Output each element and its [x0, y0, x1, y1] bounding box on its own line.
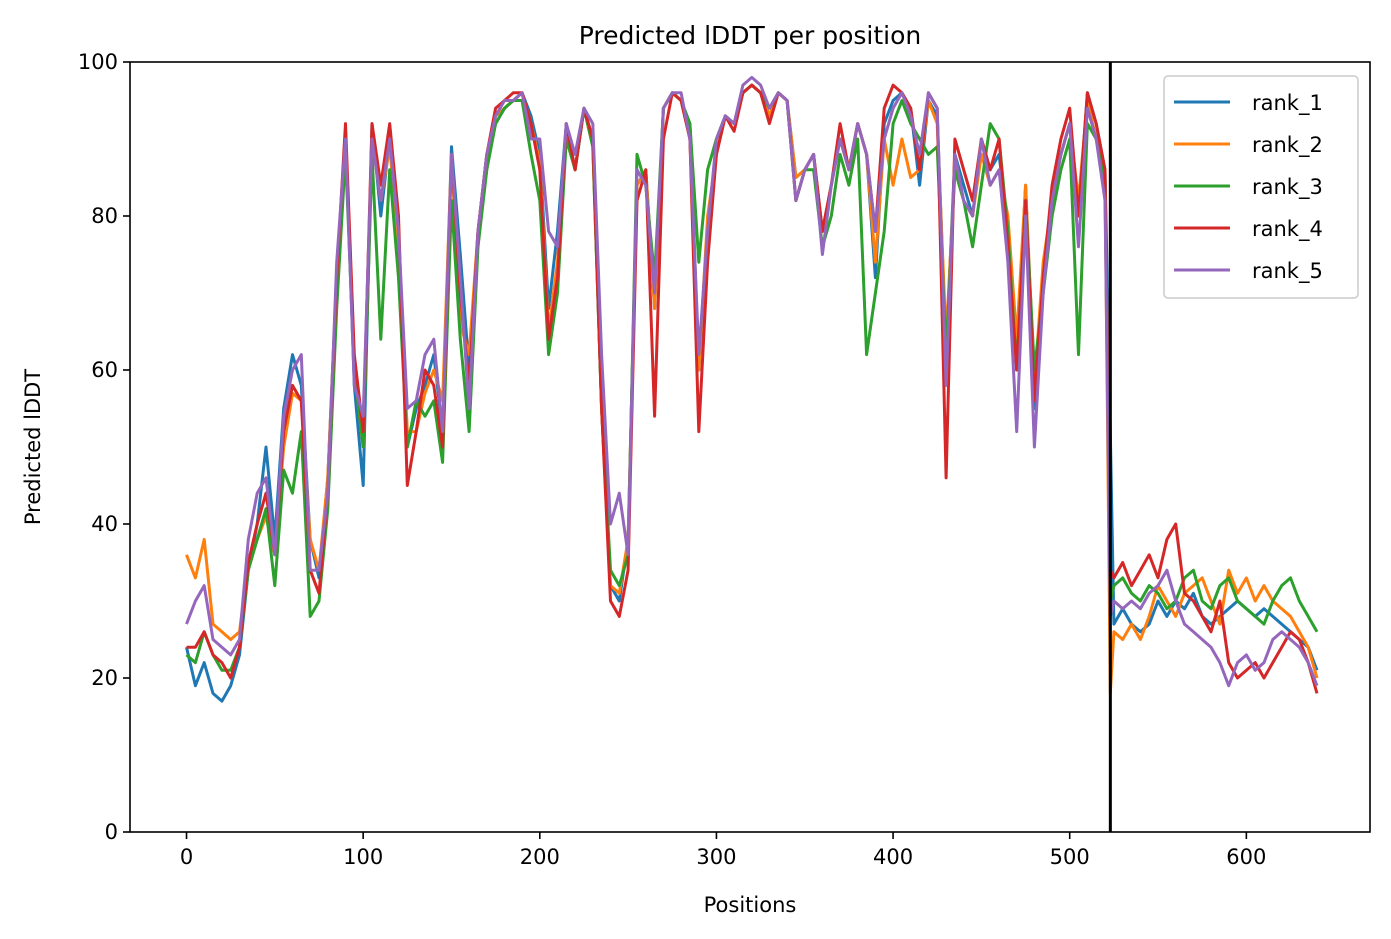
y-tick-label: 40	[91, 512, 118, 536]
y-tick-label: 60	[91, 358, 118, 382]
chart-title: Predicted lDDT per position	[579, 21, 921, 50]
y-axis-title: Predicted lDDT	[21, 369, 45, 525]
x-tick-label: 300	[696, 845, 736, 869]
plot-frame	[129, 61, 1371, 833]
series-line-rank_4	[186, 83, 1319, 694]
legend-label-rank_2: rank_2	[1252, 133, 1323, 158]
legend-box	[1163, 75, 1359, 299]
y-tick-label: 80	[91, 204, 118, 228]
legend-label-rank_5: rank_5	[1252, 259, 1323, 284]
y-tick-label: 100	[78, 50, 118, 74]
y-tick-label: 0	[105, 820, 118, 844]
x-tick-label: 500	[1050, 845, 1090, 869]
x-tick-label: 600	[1226, 845, 1266, 869]
legend-label-rank_4: rank_4	[1252, 217, 1323, 242]
x-axis-title: Positions	[704, 893, 797, 917]
x-tick-label: 400	[873, 845, 913, 869]
legend-label-rank_1: rank_1	[1252, 91, 1323, 116]
legend: rank_1 rank_2 rank_3 rank_4 rank_5	[1163, 75, 1359, 299]
series-line-rank_5	[185, 75, 1319, 688]
plot-area: 0 100 200 300 400 500 600 0 20 40 60 80 100	[78, 50, 1371, 869]
x-tick-label: 0	[180, 845, 193, 869]
x-tick-label: 100	[343, 845, 383, 869]
y-tick-label: 20	[91, 666, 118, 690]
x-tick-label: 200	[520, 845, 560, 869]
legend-label-rank_3: rank_3	[1252, 175, 1323, 200]
